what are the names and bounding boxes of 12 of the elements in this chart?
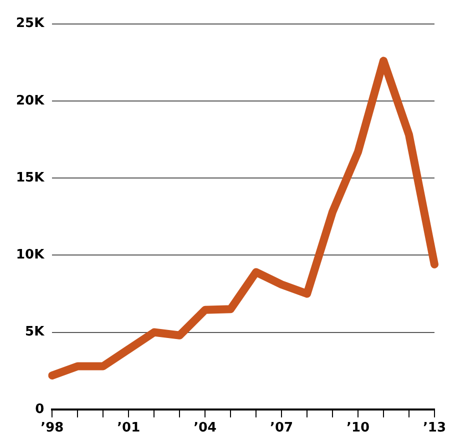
x-tick-label: ’04	[194, 420, 217, 436]
y-tick-label: 5K	[25, 324, 46, 340]
y-tick-label: 25K	[16, 16, 46, 32]
y-tick-label: 10K	[16, 248, 46, 263]
y-tick-label: 0	[35, 402, 44, 417]
x-tick-label: ’07	[270, 420, 294, 436]
y-tick-label: 20K	[16, 93, 46, 108]
y-tick-label: 15K	[16, 170, 46, 186]
x-tick-label: ’98	[40, 420, 64, 436]
x-tick-label: ’01	[117, 420, 140, 436]
x-tick-label: ’10	[346, 420, 370, 436]
x-tick-label: ’13	[422, 420, 446, 436]
